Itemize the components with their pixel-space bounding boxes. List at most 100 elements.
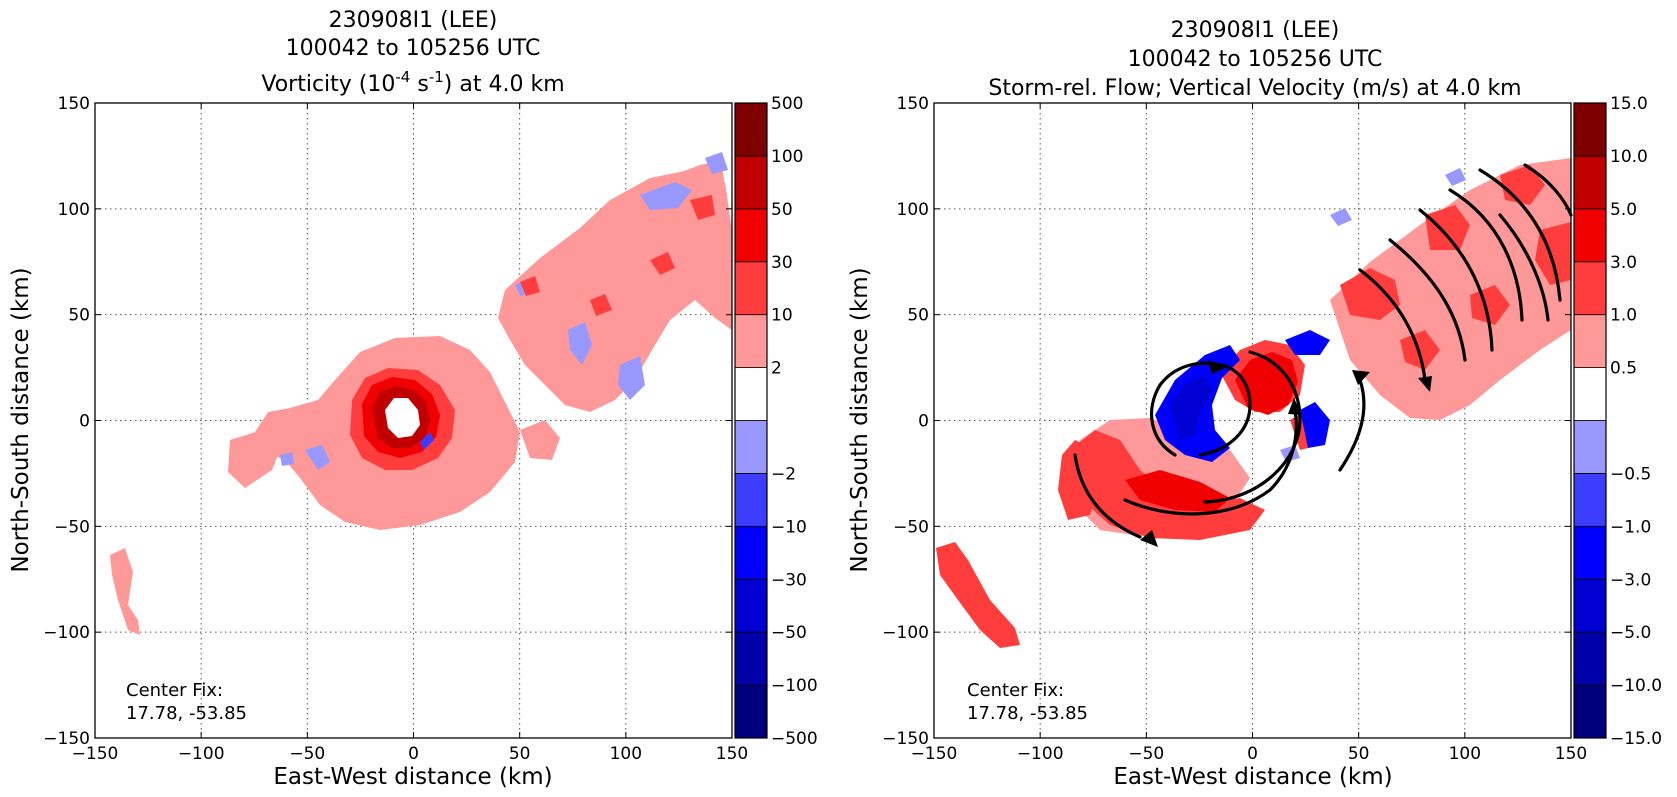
- panel2-colorbar-label: −5.0: [1610, 623, 1651, 643]
- panel1-colorbar-label: 2: [771, 359, 782, 379]
- panel1-x-tick-label: 150: [716, 744, 748, 764]
- vort-ne-band: [498, 170, 732, 412]
- panel1-colorbar-segment: [734, 578, 768, 633]
- panel2-colorbar-segment: [1573, 208, 1607, 263]
- panel2-x-axis-label: East-West distance (km): [1113, 764, 1392, 790]
- panel1-x-tick-label: 0: [408, 744, 419, 764]
- panel1-colorbar-label: −100: [771, 676, 818, 696]
- vort-neg-top: [705, 152, 728, 174]
- panel1-colorbar-segment: [734, 261, 768, 316]
- panel2-y-tick-label: 0: [918, 412, 929, 432]
- panel1-plot-area: [95, 103, 732, 738]
- panel2-colorbar-label: 10.0: [1610, 147, 1648, 167]
- panel2-colorbar-label: 0.5: [1610, 359, 1637, 379]
- vort-neg-east: [618, 356, 645, 400]
- panel1-colorbar: −500 −100 −50 −30 −10 −2 2 10 30 50 100 500: [734, 94, 818, 749]
- vort-ne-red4: [590, 294, 612, 316]
- arrowhead-5: [1208, 360, 1225, 374]
- panel1-colorbar-label: 100: [771, 147, 803, 167]
- panel2-colorbar-segment: [1573, 578, 1607, 633]
- streamline-east-arc: [1338, 378, 1366, 472]
- panel2-y-tick-label: −100: [882, 623, 929, 643]
- streamline-inner-ring: [1203, 350, 1302, 504]
- panel1-title-line1: 230908I1 (LEE): [329, 8, 498, 33]
- panel2-colorbar-segment: [1573, 261, 1607, 316]
- panel2-colorbar-frame: [1573, 102, 1607, 739]
- panel1-center-fix-label: Center Fix:: [126, 680, 223, 701]
- streamline-ne-2: [1388, 238, 1467, 362]
- w-red-ne2: [1425, 205, 1470, 250]
- panel1-colorbar-segment: [734, 473, 768, 527]
- panel1-colorbar-segment: [734, 314, 768, 368]
- vort-ne-red2: [690, 195, 715, 220]
- panel1-colorbar-label: 500: [771, 94, 803, 114]
- panel2-colorbar-label: −0.5: [1610, 464, 1651, 484]
- panel2-x-tick-label: −150: [911, 744, 958, 764]
- vorticity-field: [110, 152, 732, 635]
- panel1-y-axis-label: North-South distance (km): [8, 267, 34, 572]
- panel2-y-tick-label: −50: [893, 517, 929, 537]
- w-blue-east: [1300, 402, 1330, 448]
- arrowhead-3: [1352, 370, 1370, 385]
- vort-ne-red1: [650, 252, 675, 275]
- panel1-y-tick-label: −50: [54, 517, 90, 537]
- panel2-x-tick-label: 150: [1555, 744, 1587, 764]
- panel2-colorbar-label: −3.0: [1610, 570, 1651, 590]
- panel1-colorbar-segment: [734, 367, 768, 421]
- panel2-colorbar-segment: [1573, 314, 1607, 368]
- panel2-colorbar-label: −10.0: [1610, 676, 1662, 696]
- panel1-y-tick-label: −100: [43, 623, 90, 643]
- vort-eye-blue: [420, 432, 434, 450]
- panel1-colorbar-label: 30: [771, 253, 793, 273]
- panel1-y-tick-label: 100: [58, 200, 90, 220]
- panel1-x-tick-label: −150: [72, 744, 119, 764]
- streamline-ne-3: [1418, 208, 1494, 352]
- panel1-colorbar-label: −2: [771, 464, 796, 484]
- vertical-velocity-panel: 230908I1 (LEE) 100042 to 105256 UTC Stor…: [847, 18, 1662, 790]
- w-red-ne6: [1470, 285, 1510, 325]
- streamline-ne-7: [1498, 213, 1550, 322]
- panel2-colorbar-label: −1.0: [1610, 517, 1651, 537]
- panel1-x-tick-label: −50: [289, 744, 325, 764]
- panel2-colorbar-label: 5.0: [1610, 200, 1637, 220]
- panel1-colorbar-label: −50: [771, 623, 807, 643]
- panel1-colorbar-label: −30: [771, 570, 807, 590]
- panel1-colorbar-segment: [734, 420, 768, 474]
- vort-neg-mid: [568, 322, 592, 365]
- panel1-colorbar-label: −500: [771, 729, 818, 749]
- streamline-ne-5: [1478, 168, 1562, 302]
- vort-eye: [385, 398, 420, 438]
- panel1-colorbar-segment: [734, 525, 768, 580]
- w-darkblue-core: [1170, 375, 1212, 440]
- panel2-title-line1: 230908I1 (LEE): [1171, 18, 1340, 43]
- panel1-colorbar-segment: [734, 102, 768, 157]
- panel1-x-axis-label: East-West distance (km): [273, 764, 552, 790]
- panel1-title-line3: Vorticity (10-4 s-1) at 4.0 km: [261, 68, 564, 97]
- panel1-y-tick-label: 50: [68, 306, 90, 326]
- panel2-colorbar-segment: [1573, 631, 1607, 686]
- streamline-ne-1: [1358, 268, 1427, 382]
- panel1-y-tick-label: 150: [58, 94, 90, 114]
- streamline-arrowheads: [1140, 360, 1432, 547]
- streamline-inner-loop: [1198, 363, 1252, 457]
- panel1-colorbar-segment: [734, 631, 768, 686]
- panel2-colorbar-segment: [1573, 473, 1607, 527]
- arrowhead-4: [1418, 376, 1432, 392]
- panel2-title-line2: 100042 to 105256 UTC: [1128, 47, 1383, 72]
- panel2-colorbar-segment: [1573, 420, 1607, 474]
- streamline-ne-6: [1523, 163, 1573, 217]
- arrowhead-2: [1288, 398, 1302, 415]
- vorticity-panel: 230908I1 (LEE) 100042 to 105256 UTC Vort…: [8, 8, 818, 790]
- panel2-center-fix-value: 17.78, -53.85: [967, 703, 1088, 724]
- panel2-colorbar-label: 15.0: [1610, 94, 1648, 114]
- panel2-y-tick-label: 100: [897, 200, 929, 220]
- panel2-colorbar-segment: [1573, 684, 1607, 739]
- panel1-title-line2: 100042 to 105256 UTC: [286, 36, 541, 61]
- panel1-y-tick-label: 0: [79, 412, 90, 432]
- panel2-colorbar-segment: [1573, 155, 1607, 210]
- panel2-ticks: −150−150 −100 −100 −50 −50 0 0 50 50 100 100 150 150: [882, 94, 1587, 764]
- panel2-plot-area: [934, 103, 1573, 738]
- vort-ne-red3: [520, 276, 540, 296]
- vort-neg-west: [280, 452, 294, 466]
- panel2-colorbar-label: −15.0: [1610, 729, 1662, 749]
